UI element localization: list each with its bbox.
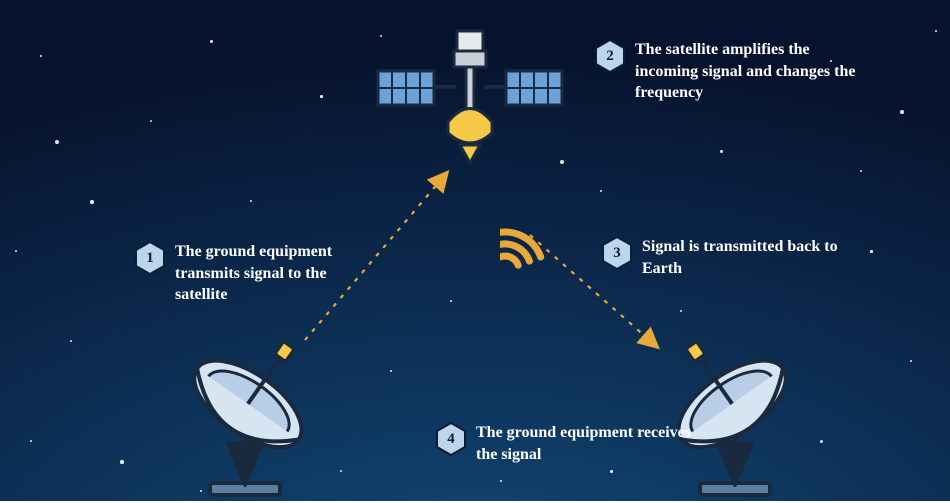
ground-dish-right-icon (640, 313, 830, 503)
ground-dish-left-icon (150, 313, 340, 503)
signal-waves-icon (500, 210, 570, 280)
step-2: 2 The satellite amplifies the incoming s… (595, 39, 875, 104)
step-3-badge: 3 (602, 236, 632, 270)
step-2-label: The satellite amplifies the incoming sig… (635, 39, 875, 104)
satellite-icon (360, 25, 580, 195)
step-1-badge: 1 (135, 241, 165, 275)
step-4-number: 4 (447, 431, 455, 448)
step-1-label: The ground equipment transmits signal to… (175, 241, 375, 306)
step-4-label: The ground equipment receives the signal (476, 422, 716, 465)
step-3-number: 3 (613, 245, 621, 262)
diagram-canvas: 1 The ground equipment transmits signal … (0, 0, 950, 501)
step-1: 1 The ground equipment transmits signal … (135, 241, 375, 306)
step-4: 4 The ground equipment receives the sign… (436, 422, 716, 465)
step-4-badge: 4 (436, 422, 466, 456)
step-3-label: Signal is transmitted back to Earth (642, 236, 842, 279)
step-3: 3 Signal is transmitted back to Earth (602, 236, 842, 279)
step-1-number: 1 (146, 250, 154, 267)
step-2-badge: 2 (595, 39, 625, 73)
step-2-number: 2 (606, 48, 614, 65)
